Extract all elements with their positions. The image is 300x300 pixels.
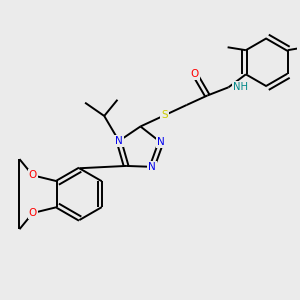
Text: N: N bbox=[148, 162, 156, 172]
Text: O: O bbox=[28, 208, 37, 218]
Text: S: S bbox=[161, 110, 168, 120]
Text: N: N bbox=[157, 137, 165, 147]
Text: N: N bbox=[115, 136, 123, 146]
Text: O: O bbox=[28, 170, 37, 180]
Text: O: O bbox=[191, 69, 199, 79]
Text: NH: NH bbox=[233, 82, 248, 92]
